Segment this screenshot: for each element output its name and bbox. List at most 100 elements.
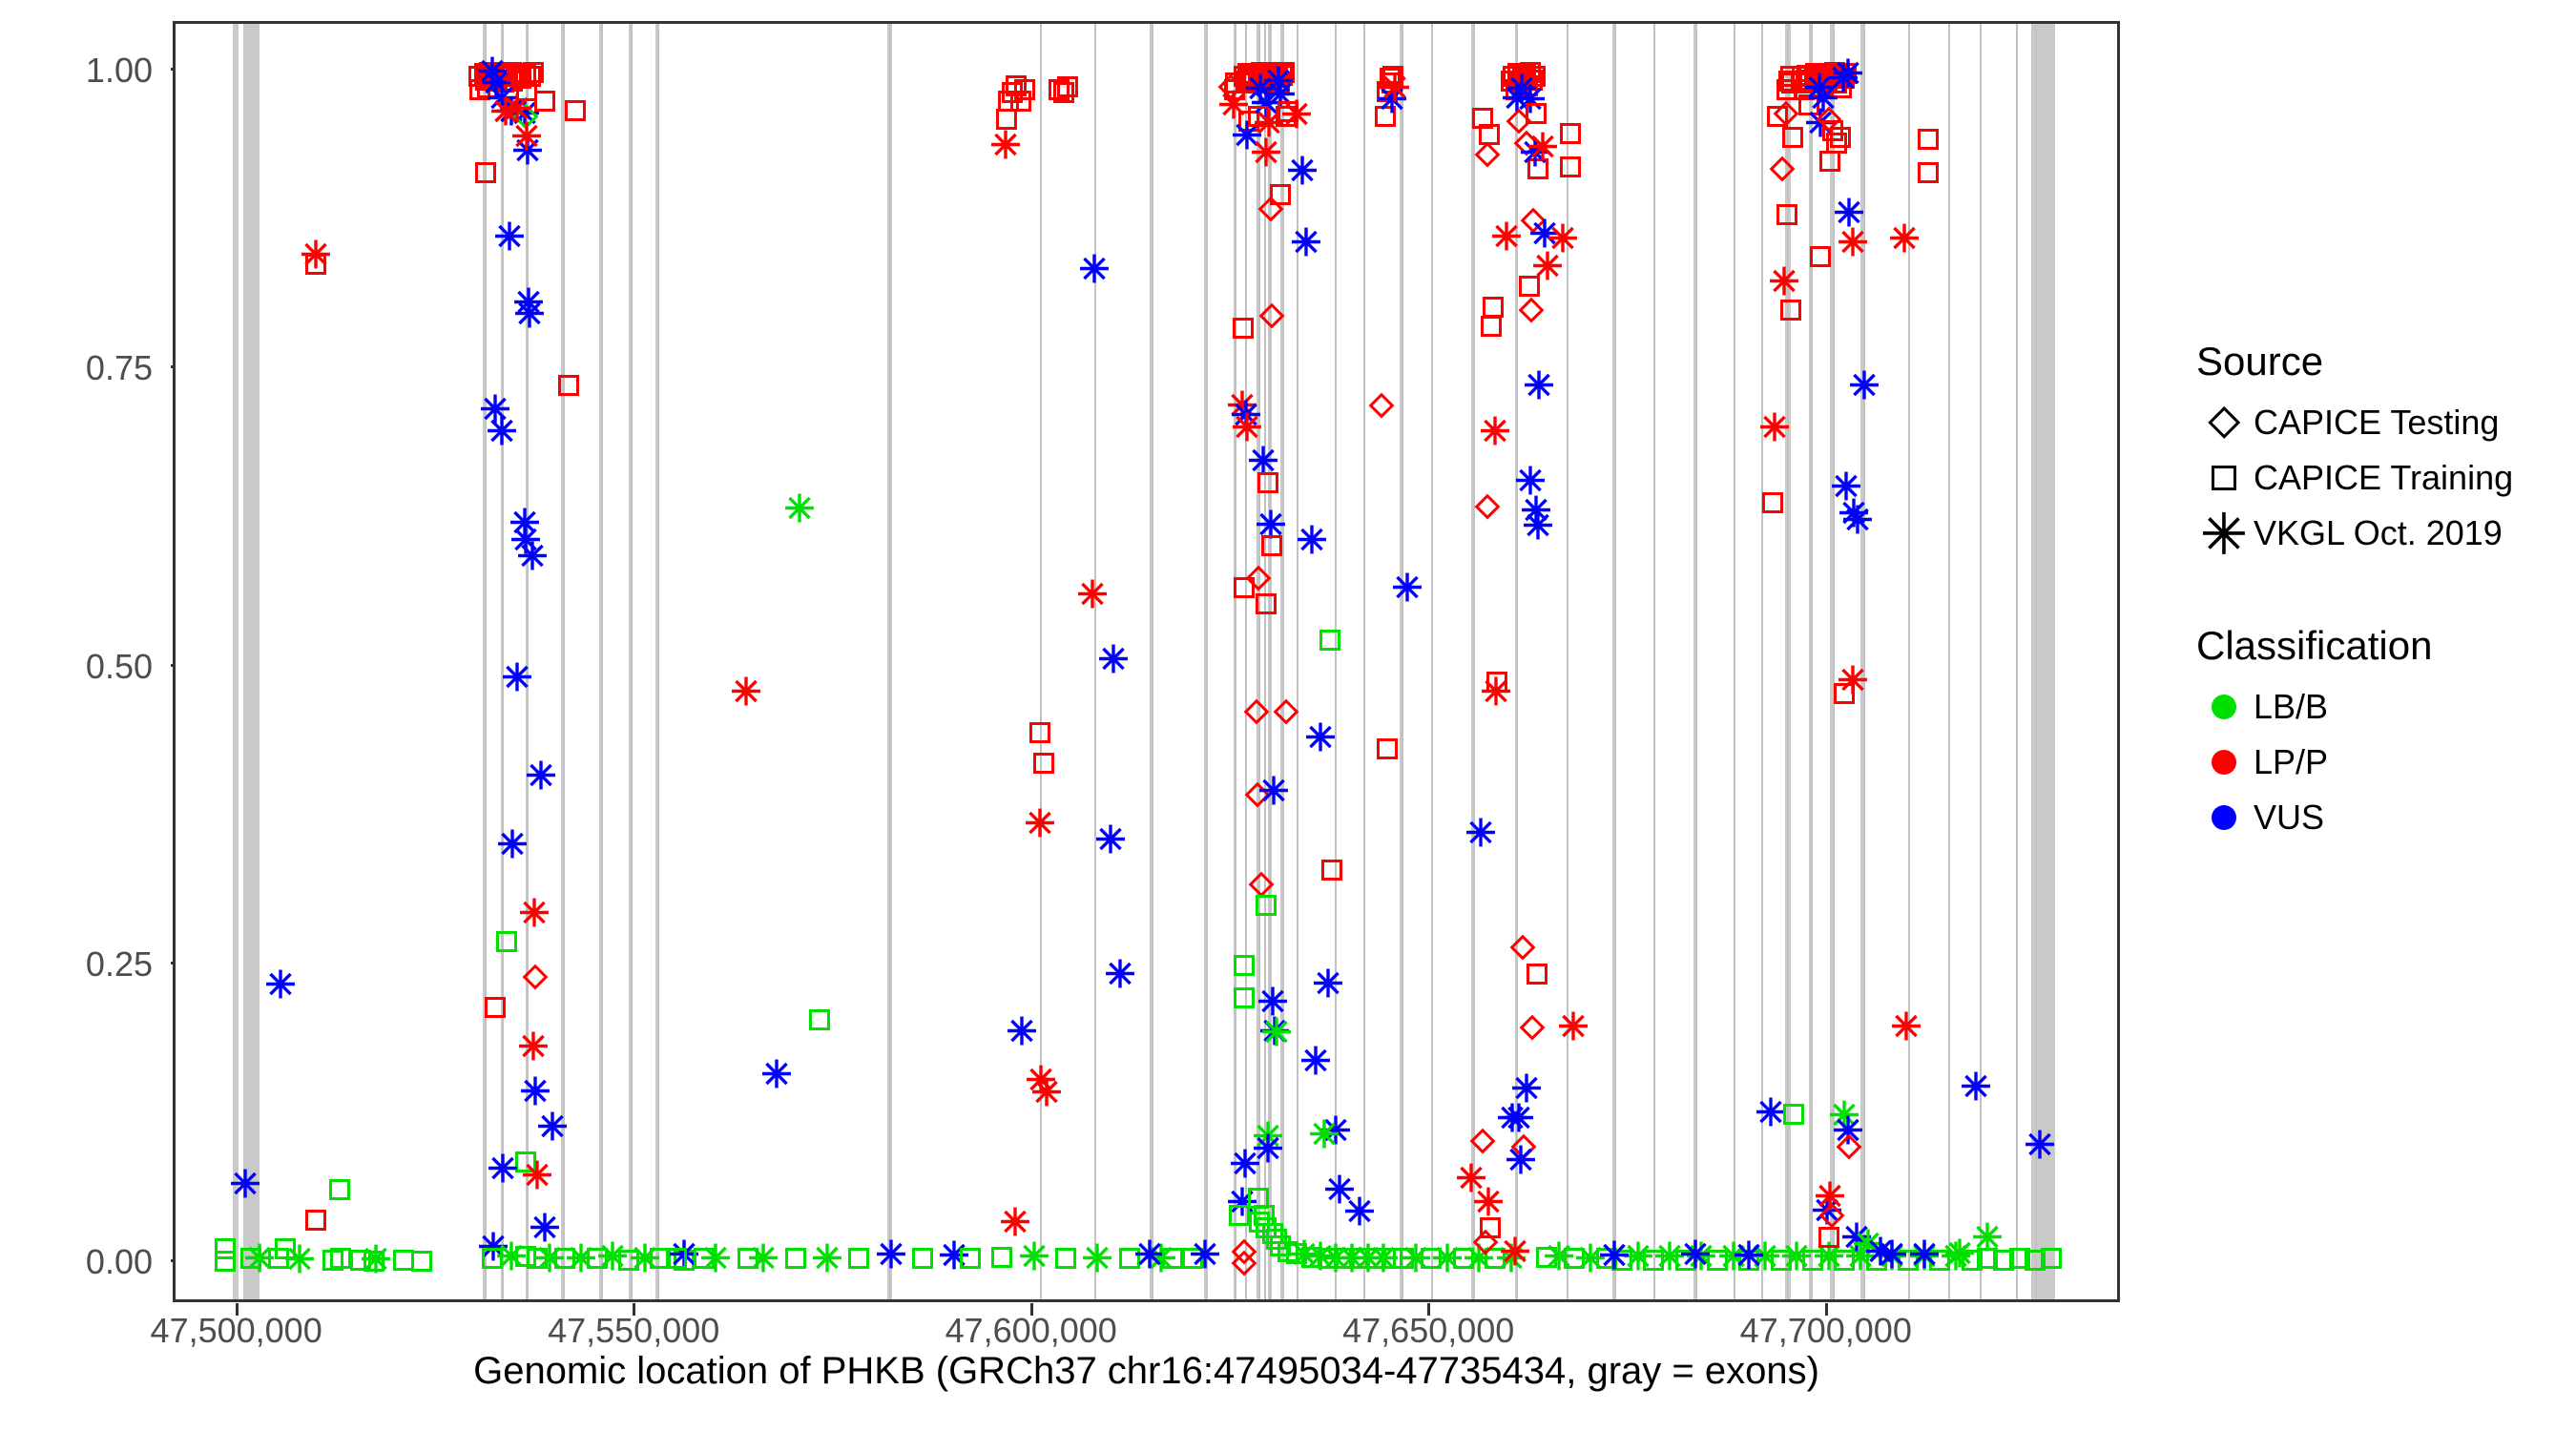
data-point-square bbox=[565, 100, 587, 122]
data-point-asterisk bbox=[520, 1075, 551, 1110]
exon-gridline bbox=[527, 24, 530, 1299]
data-point-asterisk bbox=[1849, 370, 1880, 405]
exon-gridline bbox=[630, 24, 633, 1299]
y-tick-label: 0.25 bbox=[85, 944, 153, 984]
exon-gridline bbox=[562, 24, 565, 1299]
exon-gridline bbox=[1810, 24, 1813, 1299]
data-point-diamond bbox=[1273, 698, 1299, 725]
data-point-square bbox=[1480, 316, 1502, 338]
data-point-square bbox=[693, 1248, 715, 1270]
data-point-asterisk bbox=[1324, 1174, 1355, 1210]
data-point-square bbox=[1776, 203, 1798, 225]
data-point-asterisk bbox=[301, 238, 331, 274]
exon-gridline bbox=[1264, 24, 1267, 1299]
exon-gridline bbox=[485, 24, 488, 1299]
exon-gridline bbox=[1613, 24, 1616, 1299]
data-point-square bbox=[304, 1210, 326, 1232]
data-point-square bbox=[482, 1248, 504, 1270]
exon-gridline bbox=[1431, 24, 1434, 1299]
data-point-asterisk bbox=[761, 1059, 792, 1094]
data-point-square bbox=[1483, 297, 1505, 319]
data-point-asterisk bbox=[487, 415, 517, 450]
data-point-square bbox=[1013, 78, 1035, 100]
data-point-square bbox=[1248, 106, 1270, 128]
plot-panel bbox=[173, 21, 2120, 1302]
exon-gridline bbox=[1269, 24, 1272, 1299]
data-point-asterisk bbox=[1842, 505, 1873, 540]
data-point-asterisk bbox=[1079, 253, 1110, 288]
legend-title-source: Source bbox=[2196, 339, 2324, 384]
data-point-square bbox=[1917, 129, 1939, 151]
data-point-asterisk bbox=[1680, 1238, 1711, 1274]
data-point-asterisk bbox=[526, 759, 556, 795]
exon-band bbox=[1860, 24, 1866, 1299]
data-point-asterisk bbox=[1891, 1011, 1922, 1047]
data-point-asterisk bbox=[530, 1213, 560, 1248]
x-tick-label: 47,700,000 bbox=[1739, 1311, 1912, 1350]
data-point-square bbox=[665, 1248, 687, 1270]
data-point-asterisk bbox=[518, 1031, 549, 1067]
legend-item-source[interactable]: CAPICE Testing bbox=[2194, 398, 2566, 447]
data-point-asterisk bbox=[1258, 775, 1289, 810]
red-dot-icon bbox=[2194, 737, 2254, 787]
exon-gridline bbox=[2015, 24, 2018, 1299]
x-tick-mark bbox=[1427, 1303, 1431, 1316]
data-point-asterisk bbox=[1511, 1073, 1542, 1109]
exon-band bbox=[2031, 24, 2056, 1299]
legend-classification-rows: LB/B LP/P VUS bbox=[2194, 682, 2566, 842]
data-point-square bbox=[1917, 162, 1939, 184]
data-point-square bbox=[1381, 1248, 1402, 1270]
exon-gridline bbox=[1980, 24, 1983, 1299]
legend-item-classification[interactable]: LP/P bbox=[2194, 737, 2566, 787]
diamond-outline-icon bbox=[2194, 398, 2254, 447]
exon-band bbox=[232, 24, 239, 1299]
data-point-asterisk bbox=[1256, 509, 1286, 545]
data-point-asterisk bbox=[1190, 1238, 1220, 1274]
legend: Source CAPICE Testing CAPICE Training VKGL… bbox=[2194, 339, 2566, 848]
data-point-square bbox=[411, 1250, 433, 1272]
data-point-square bbox=[558, 374, 580, 396]
data-point-asterisk bbox=[1251, 137, 1281, 173]
data-point-square bbox=[1255, 593, 1277, 615]
y-tick-label: 1.00 bbox=[85, 50, 153, 90]
data-point-diamond bbox=[1475, 493, 1501, 520]
legend-item-classification[interactable]: VUS bbox=[2194, 793, 2566, 842]
data-point-asterisk bbox=[990, 129, 1021, 164]
data-point-asterisk bbox=[1300, 1046, 1331, 1081]
data-point-asterisk bbox=[1877, 1238, 1907, 1274]
legend-item-classification[interactable]: LB/B bbox=[2194, 682, 2566, 732]
data-point-asterisk bbox=[514, 299, 545, 334]
data-point-asterisk bbox=[1500, 1236, 1530, 1272]
exon-gridline bbox=[1566, 24, 1568, 1299]
data-point-asterisk bbox=[494, 220, 525, 256]
data-point-asterisk bbox=[1095, 824, 1126, 860]
data-point-square bbox=[2025, 1249, 2046, 1271]
data-point-square bbox=[1321, 860, 1343, 881]
data-point-square bbox=[1234, 986, 1256, 1008]
data-point-square bbox=[1232, 317, 1254, 339]
data-point-asterisk bbox=[1972, 1222, 2003, 1257]
x-tick-label: 47,550,000 bbox=[548, 1311, 720, 1350]
legend-item-source[interactable]: CAPICE Training bbox=[2194, 453, 2566, 503]
data-point-asterisk bbox=[1031, 1076, 1062, 1111]
data-point-asterisk bbox=[497, 829, 528, 864]
data-point-asterisk bbox=[1838, 664, 1868, 699]
exon-gridline bbox=[1363, 24, 1366, 1299]
exon-gridline bbox=[1401, 24, 1403, 1299]
data-point-asterisk bbox=[1465, 817, 1496, 852]
data-point-square bbox=[1762, 492, 1784, 514]
y-axis-tick-labels: 0.00 0.25 0.50 0.75 1.00 bbox=[10, 0, 182, 1336]
data-point-square bbox=[995, 108, 1017, 130]
data-point-square bbox=[960, 1248, 982, 1270]
data-point-asterisk bbox=[1532, 251, 1563, 286]
data-point-diamond bbox=[1368, 392, 1395, 419]
data-point-asterisk bbox=[1812, 1194, 1842, 1230]
exon-gridline bbox=[1151, 24, 1153, 1299]
exon-gridline bbox=[1947, 24, 1950, 1299]
y-tick-label: 0.00 bbox=[85, 1242, 153, 1282]
data-point-square bbox=[214, 1250, 236, 1272]
data-point-square bbox=[533, 91, 555, 113]
data-point-asterisk bbox=[1287, 156, 1318, 191]
legend-item-source[interactable]: VKGL Oct. 2019 bbox=[2194, 508, 2566, 558]
x-tick-mark bbox=[1824, 1303, 1828, 1316]
